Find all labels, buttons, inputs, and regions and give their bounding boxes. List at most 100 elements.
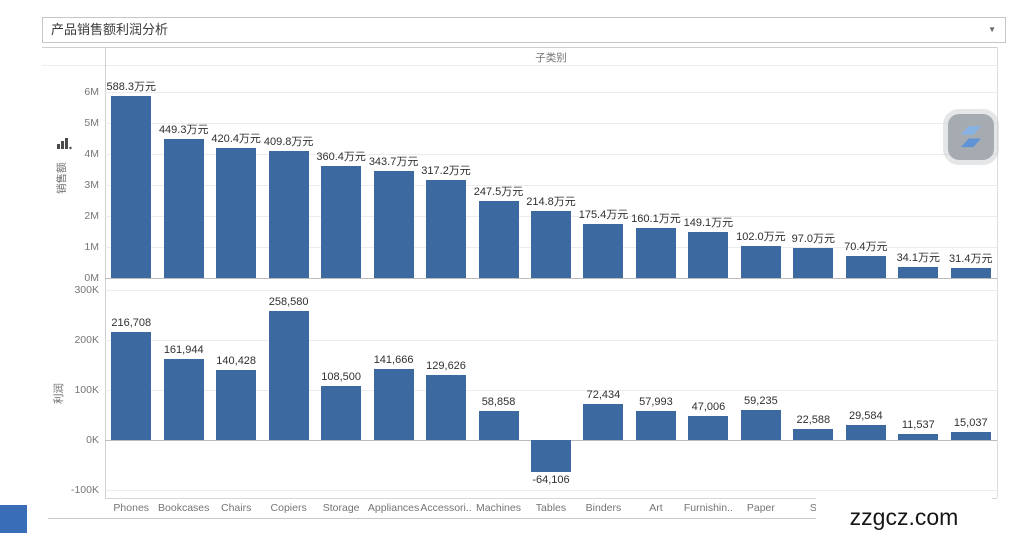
gridline — [105, 92, 997, 93]
bar-value-label: 59,235 — [744, 395, 778, 408]
bar[interactable] — [898, 434, 939, 440]
bar-value-label: 160.1万元 — [631, 213, 681, 226]
category-label[interactable]: Bookcases — [158, 502, 210, 514]
bar-value-label: 58,858 — [481, 395, 516, 408]
gridline — [105, 490, 997, 491]
gridline — [105, 390, 997, 391]
bar-value-label: 70.4万元 — [844, 241, 888, 254]
category-label[interactable]: Art — [649, 502, 663, 514]
bar-value-label: 247.5万元 — [473, 186, 524, 199]
y-tick-label: -100K — [70, 484, 99, 496]
category-label[interactable]: S — [809, 502, 817, 514]
category-label[interactable]: Phones — [113, 502, 150, 514]
bar-value-label: 343.7万元 — [368, 156, 419, 169]
category-label[interactable]: Chairs — [221, 502, 252, 514]
bar[interactable] — [583, 223, 624, 278]
bar-value-label: 102.0万元 — [736, 231, 786, 244]
bar-value-label: 22,588 — [796, 413, 831, 426]
bar[interactable] — [216, 147, 257, 278]
bar-value-label: 57,993 — [639, 396, 673, 408]
bar-value-label: 317.2万元 — [421, 164, 471, 177]
category-label[interactable]: Copiers — [270, 502, 307, 514]
column-header: 子类别 — [535, 52, 567, 64]
bar-value-label: 420.4万元 — [211, 132, 261, 145]
watermark-square — [0, 505, 27, 533]
bar[interactable] — [950, 268, 991, 278]
category-label[interactable]: Storage — [322, 502, 360, 514]
bar[interactable] — [793, 247, 834, 278]
category-label[interactable]: Binders — [585, 502, 622, 514]
y-tick-label: 1M — [84, 241, 99, 253]
bar[interactable] — [321, 166, 362, 278]
title-dropdown[interactable]: 产品销售额利润分析 ▼ — [42, 17, 1006, 43]
y-tick-label: 3M — [84, 179, 99, 191]
bar[interactable] — [163, 359, 204, 440]
y-axis-line — [105, 47, 106, 498]
bar[interactable] — [478, 201, 519, 278]
y-tick-label: 0M — [84, 272, 99, 284]
bar[interactable] — [216, 369, 257, 440]
bar[interactable] — [531, 440, 571, 473]
bar-value-label: 34.1万元 — [896, 252, 940, 265]
bar[interactable] — [163, 138, 204, 278]
gridline — [105, 278, 997, 279]
bar[interactable] — [478, 410, 519, 440]
category-label[interactable]: Tables — [535, 502, 567, 514]
category-label[interactable]: Paper — [746, 502, 775, 514]
bar[interactable] — [531, 211, 571, 278]
bar[interactable] — [740, 410, 781, 440]
bar-value-label: 258,580 — [268, 295, 309, 308]
bar-value-label: 161,944 — [163, 344, 204, 357]
bar[interactable] — [793, 428, 834, 440]
bar[interactable] — [426, 179, 467, 278]
floating-logo-icon[interactable] — [948, 114, 994, 160]
bar-value-label: 72,434 — [586, 388, 621, 401]
bar-value-label: 360.4万元 — [316, 151, 366, 164]
category-label[interactable]: Appliances — [367, 502, 420, 514]
bar[interactable] — [845, 425, 886, 440]
bar-value-label: -64,106 — [532, 474, 570, 487]
bar[interactable] — [740, 246, 781, 278]
bar-value-label: 29,584 — [848, 410, 883, 423]
gridline — [105, 185, 997, 186]
bar[interactable] — [688, 231, 729, 278]
bar[interactable] — [950, 432, 991, 440]
lightning-s-glyph — [960, 126, 982, 148]
category-label[interactable]: Machines — [476, 502, 521, 514]
bar[interactable] — [635, 228, 676, 278]
bar-value-label: 140,428 — [216, 354, 257, 367]
bar[interactable] — [111, 331, 152, 440]
gridline — [105, 154, 997, 155]
bar[interactable] — [268, 150, 309, 278]
bar-value-label: 129,626 — [426, 360, 466, 373]
axis-sort-icon[interactable] — [57, 137, 72, 150]
y-tick-label: 300K — [74, 284, 99, 296]
bar-value-label: 216,708 — [111, 316, 152, 329]
bar[interactable] — [373, 171, 414, 278]
category-label[interactable]: Furnishin.. — [683, 502, 733, 514]
bar[interactable] — [845, 256, 886, 278]
bar[interactable] — [426, 375, 467, 440]
page-title: 产品销售额利润分析 — [51, 22, 169, 37]
x-axis-line — [105, 498, 997, 499]
bar-value-label: 11,537 — [901, 419, 935, 432]
chart-bottom-border — [48, 518, 990, 519]
dropdown-caret-icon[interactable]: ▼ — [988, 25, 996, 34]
y-tick-label: 2M — [84, 210, 99, 222]
bar[interactable] — [268, 310, 309, 440]
bar[interactable] — [373, 369, 414, 440]
bar-value-label: 141,666 — [373, 354, 414, 367]
bar[interactable] — [688, 416, 729, 440]
watermark-text: zzgcz.com — [849, 504, 959, 530]
bar[interactable] — [635, 411, 676, 440]
bar[interactable] — [898, 267, 939, 278]
category-label[interactable]: Accessori.. — [420, 502, 472, 514]
bar[interactable] — [321, 385, 362, 440]
bar[interactable] — [111, 95, 152, 278]
bar[interactable] — [583, 403, 624, 440]
header-underline — [42, 65, 997, 66]
gridline — [105, 290, 997, 291]
gridline — [105, 340, 997, 341]
